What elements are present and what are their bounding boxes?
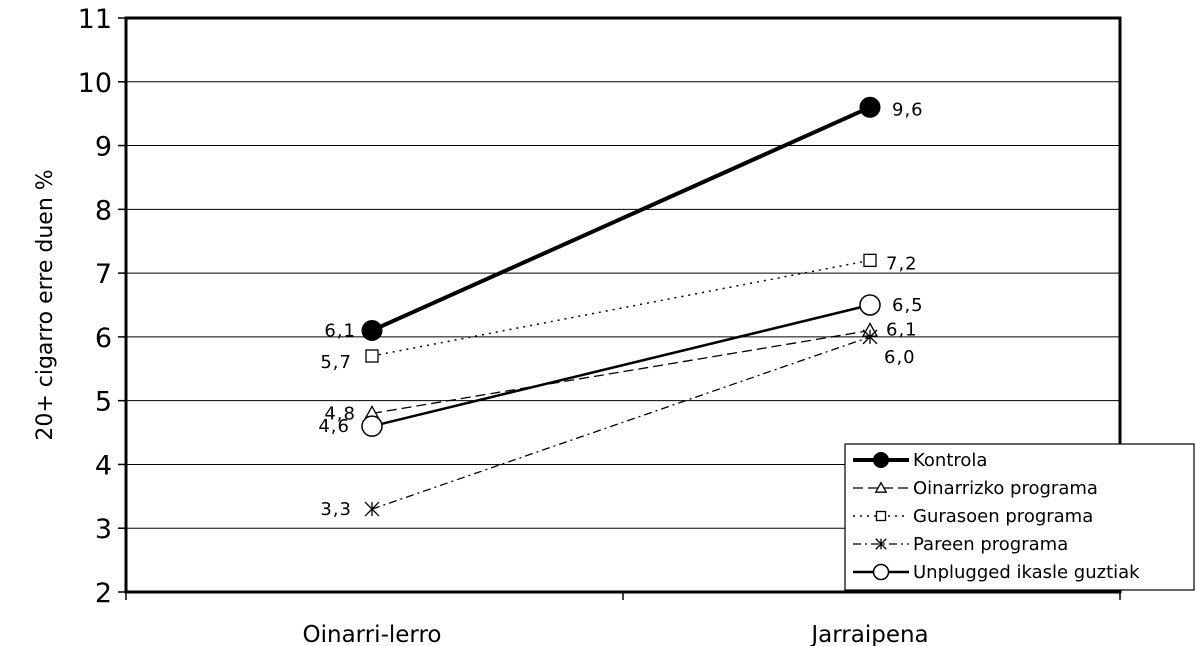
y-tick-label: 7 [95, 259, 112, 290]
x-axis: Oinarri-lerro Jarraipena [125, 592, 1121, 646]
y-tick-label: 9 [95, 132, 112, 163]
series-line [371, 105, 871, 333]
data-point [862, 329, 878, 345]
data-point [859, 96, 881, 118]
y-tick-label: 6 [95, 323, 112, 354]
data-label: 6,1 [886, 320, 918, 341]
series-line [371, 259, 871, 357]
data-point [875, 538, 887, 550]
data-label: 7,2 [886, 253, 918, 274]
series-line [371, 329, 871, 415]
data-label: 6,1 [324, 321, 356, 342]
legend-item: Pareen programa [853, 534, 1068, 555]
grid-lines [126, 81, 1120, 529]
data-point [874, 481, 888, 493]
data-label: 4,8 [324, 403, 356, 424]
legend-item: Gurasoen programa [853, 506, 1093, 527]
data-point [364, 501, 380, 517]
y-axis-label: 20+ cigarro erre duen % [33, 169, 58, 440]
data-point [875, 510, 887, 522]
y-tick-label: 4 [95, 450, 112, 481]
data-point [872, 563, 890, 581]
legend-item: Kontrola [853, 450, 987, 471]
series-lines: 6,1 9,6 4,8 6,1 5,7 7,2 3,3 6,0 4,6 6,5 [318, 96, 924, 520]
y-tick-label: 8 [95, 195, 112, 226]
y-tick-label: 10 [78, 68, 112, 99]
series-line [371, 336, 871, 510]
y-tick-label: 5 [95, 387, 112, 418]
data-label: 3,3 [320, 499, 352, 520]
data-point [365, 349, 379, 363]
series-unplugged-ikasle-guztiak: 4,6 6,5 [318, 294, 924, 437]
data-label: 5,7 [320, 352, 352, 373]
data-label: 6,5 [892, 295, 924, 316]
legend: Kontrola Oinarrizko programa Gurasoen prog… [844, 443, 1195, 591]
data-point [859, 294, 881, 316]
series-line [371, 303, 871, 428]
legend-label: Gurasoen programa [913, 506, 1093, 527]
legend-item: Unplugged ikasle guztiak [853, 562, 1140, 583]
x-tick-label: Jarraipena [809, 622, 928, 646]
legend-label: Oinarrizko programa [913, 478, 1098, 499]
legend-box [844, 443, 1195, 591]
series-kontrola: 6,1 9,6 [324, 96, 924, 342]
data-label: 9,6 [892, 99, 924, 120]
legend-label: Kontrola [913, 450, 987, 471]
data-label: 4,6 [318, 416, 350, 437]
data-point [863, 253, 877, 268]
x-tick-label: Oinarri-lerro [303, 622, 442, 646]
series-gurasoen-programa: 5,7 7,2 [320, 253, 918, 373]
y-tick-label: 3 [95, 514, 112, 545]
legend-label: Unplugged ikasle guztiak [913, 562, 1140, 583]
data-label: 6,0 [884, 347, 916, 368]
series-oinarrizko-programa: 4,8 6,1 [324, 320, 918, 425]
y-tick-label: 11 [78, 4, 112, 35]
data-point [361, 320, 383, 342]
legend-item: Oinarrizko programa [853, 478, 1098, 499]
data-point [873, 452, 889, 468]
data-point [361, 415, 383, 437]
series-pareen-programa: 3,3 6,0 [320, 329, 916, 520]
legend-label: Pareen programa [913, 534, 1068, 555]
y-tick-label: 2 [95, 578, 112, 609]
y-axis: 2 3 4 5 6 7 8 9 10 11 [78, 4, 126, 609]
